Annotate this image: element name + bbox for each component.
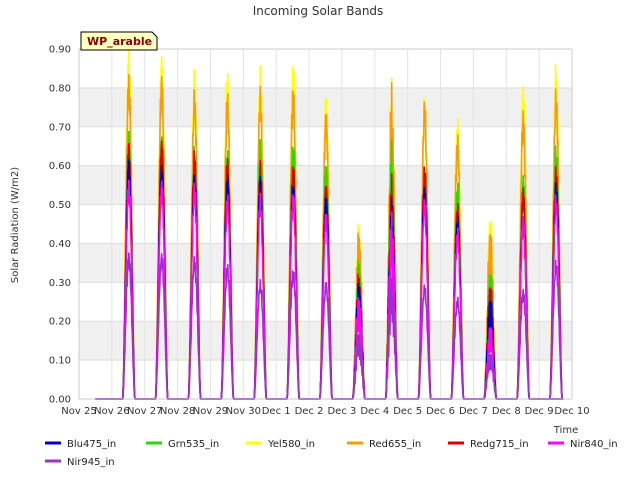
y-tick-label: 0.50: [49, 200, 71, 211]
y-tick-label: 0.30: [49, 278, 71, 289]
background-band: [79, 243, 572, 283]
x-axis-label: Time: [553, 425, 578, 436]
x-tick-label: Dec 10: [554, 406, 589, 417]
background-band: [79, 321, 572, 361]
plot-frame: [78, 48, 573, 400]
x-tick-label: Dec 4: [360, 406, 389, 417]
y-tick-label: 0.80: [49, 83, 71, 94]
x-tick-label: Nov 28: [160, 406, 195, 417]
x-tick-label: Dec 6: [426, 406, 455, 417]
legend-grn535-in-label: Grn535_in: [168, 439, 219, 450]
legend: Blu475_in Grn535_in Yel580_in Red655_in Redg…: [45, 439, 618, 468]
x-tick-label: Nov 27: [127, 406, 162, 417]
legend-nir945-in-label: Nir945_in: [67, 457, 115, 468]
x-tick-label: Dec 9: [525, 406, 554, 417]
site-label: WP_arable: [87, 35, 152, 48]
legend-blu475-in-label: Blu475_in: [67, 439, 116, 450]
x-tick-label: Nov 30: [226, 406, 261, 417]
x-tick-label: Dec 1: [262, 406, 291, 417]
y-tick-label: 0.90: [49, 45, 71, 56]
y-tick-label: 0.70: [49, 122, 71, 133]
y-tick-label: 0.60: [49, 161, 71, 172]
x-tick-label: Dec 5: [393, 406, 422, 417]
chart-title: Incoming Solar Bands: [253, 4, 384, 18]
y-tick-label: 0.00: [49, 395, 71, 406]
x-tick-label: Nov 26: [94, 406, 129, 417]
y-tick-label: 0.10: [49, 356, 71, 367]
legend-red655-in-label: Red655_in: [369, 439, 421, 450]
y-ticks: 0.00 0.10 0.20 0.30 0.40 0.50 0.60 0.70 0.80 0.90: [49, 45, 71, 406]
y-tick-label: 0.20: [49, 317, 71, 328]
y-tick-label: 0.40: [49, 239, 71, 250]
x-tick-label: Nov 25: [61, 406, 96, 417]
x-tick-label: Dec 8: [492, 406, 521, 417]
x-tick-label: Dec 2: [295, 406, 324, 417]
y-axis-label: Solar Radiation (W/m2): [10, 167, 21, 283]
x-tick-label: Dec 7: [459, 406, 488, 417]
x-tick-label: Nov 29: [193, 406, 228, 417]
legend-nir840-in-label: Nir840_in: [570, 439, 618, 450]
legend-redg715-in-label: Redg715_in: [470, 439, 529, 450]
site-label-box: WP_arable: [80, 31, 158, 51]
x-tick-label: Dec 3: [327, 406, 356, 417]
legend-yel580-in-label: Yel580_in: [267, 439, 315, 450]
